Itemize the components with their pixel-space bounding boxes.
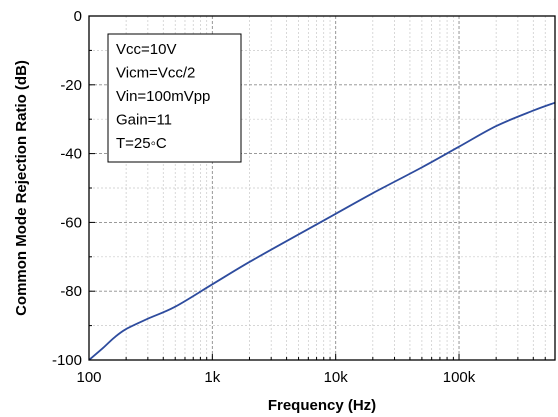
annotation-line: T=25◦C xyxy=(116,135,167,152)
y-tick-label: -80 xyxy=(60,283,82,300)
major-ticks xyxy=(89,15,95,361)
y-axis-title: Common Mode Rejection Ratio (dB) xyxy=(13,60,30,316)
annotation-line: Vicm=Vcc/2 xyxy=(116,65,195,82)
y-tick-label: 0 xyxy=(74,8,82,25)
annotation-box-frame xyxy=(107,33,242,163)
annotation-line: Gain=11 xyxy=(116,112,172,129)
minor-ticks xyxy=(125,354,546,360)
x-axis-title: Frequency (Hz) xyxy=(268,397,376,414)
y-tick-label: -100 xyxy=(52,352,82,369)
x-tick-label: 1k xyxy=(204,369,220,386)
x-tick-label: 100k xyxy=(443,369,476,386)
annotation-line: Vcc=10V xyxy=(116,41,176,58)
x-tick-label: 10k xyxy=(324,369,349,386)
y-tick-label: -40 xyxy=(60,146,82,163)
series-layer xyxy=(88,101,556,361)
y-tick-labels: 0 -20 -40 -60 -80 -100 xyxy=(52,8,82,369)
annotation-line: Vin=100mVpp xyxy=(116,88,210,105)
cmrr-series-line xyxy=(88,101,556,361)
x-tick-label: 100 xyxy=(76,369,101,386)
y-tick-label: -20 xyxy=(60,77,82,94)
conditions-annotation-box: Vcc=10V Vicm=Vcc/2 Vin=100mVpp Gain=11 T… xyxy=(107,33,242,163)
x-tick-labels: 100 1k 10k 100k xyxy=(76,369,475,386)
y-tick-label: -60 xyxy=(60,214,82,231)
